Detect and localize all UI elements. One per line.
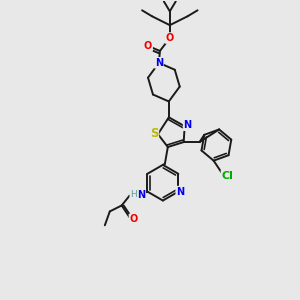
Text: O: O — [166, 33, 174, 43]
Text: N: N — [184, 120, 192, 130]
Text: O: O — [144, 41, 152, 51]
Text: N: N — [155, 58, 163, 68]
Text: N: N — [176, 187, 184, 196]
Text: S: S — [150, 127, 158, 140]
Text: Cl: Cl — [222, 170, 233, 181]
Text: O: O — [129, 214, 138, 224]
Text: H: H — [130, 190, 137, 199]
Text: N: N — [137, 190, 146, 200]
